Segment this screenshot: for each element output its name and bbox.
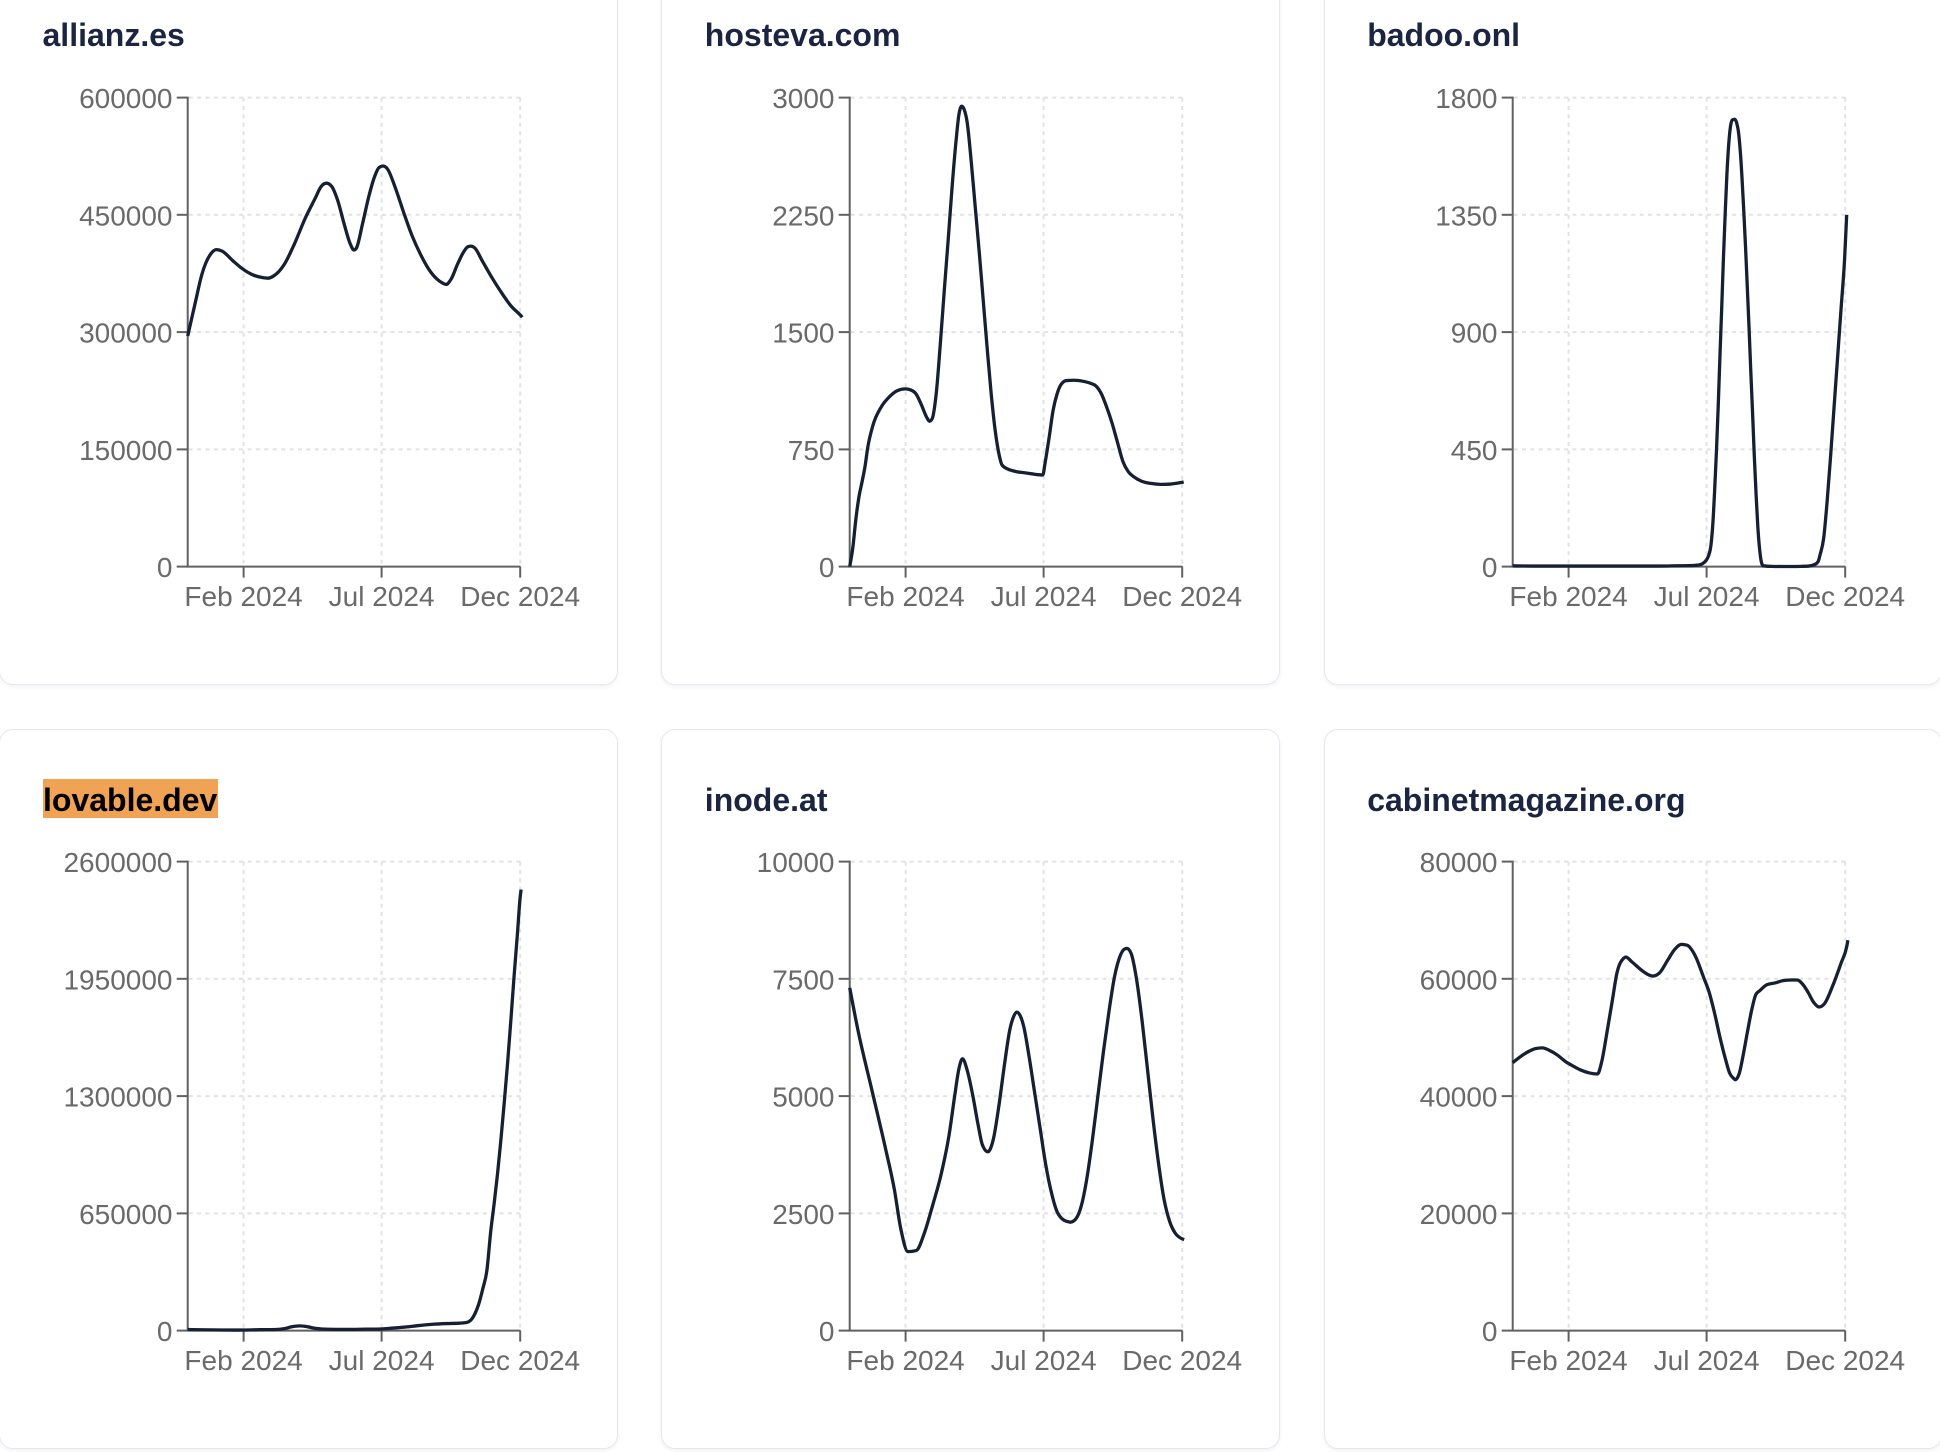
- svg-text:7500: 7500: [773, 965, 835, 996]
- svg-text:650000: 650000: [79, 1199, 172, 1230]
- svg-text:20000: 20000: [1419, 1199, 1497, 1230]
- svg-text:Jul 2024: Jul 2024: [991, 1345, 1097, 1376]
- svg-text:0: 0: [819, 553, 835, 584]
- svg-text:Jul 2024: Jul 2024: [991, 581, 1097, 612]
- svg-text:1300000: 1300000: [63, 1082, 172, 1113]
- svg-text:600000: 600000: [79, 84, 172, 115]
- svg-text:900: 900: [1450, 318, 1497, 349]
- svg-text:150000: 150000: [79, 435, 172, 466]
- svg-text:0: 0: [157, 553, 173, 584]
- svg-text:1800: 1800: [1435, 84, 1497, 115]
- svg-text:300000: 300000: [79, 318, 172, 349]
- svg-text:2500: 2500: [773, 1199, 835, 1230]
- svg-text:Feb 2024: Feb 2024: [1509, 1345, 1627, 1376]
- svg-text:Dec 2024: Dec 2024: [460, 581, 580, 612]
- svg-text:Jul 2024: Jul 2024: [329, 581, 435, 612]
- svg-text:Jul 2024: Jul 2024: [1653, 581, 1759, 612]
- svg-text:2600000: 2600000: [63, 847, 172, 878]
- svg-text:Dec 2024: Dec 2024: [1785, 1345, 1905, 1376]
- svg-text:Dec 2024: Dec 2024: [1123, 581, 1243, 612]
- svg-text:0: 0: [157, 1316, 173, 1347]
- svg-text:5000: 5000: [773, 1082, 835, 1113]
- svg-text:1950000: 1950000: [63, 965, 172, 996]
- svg-text:Dec 2024: Dec 2024: [1785, 581, 1905, 612]
- svg-text:Jul 2024: Jul 2024: [329, 1345, 435, 1376]
- svg-text:40000: 40000: [1419, 1082, 1497, 1113]
- svg-text:3000: 3000: [773, 84, 835, 115]
- svg-text:Feb 2024: Feb 2024: [184, 581, 302, 612]
- svg-text:Dec 2024: Dec 2024: [460, 1345, 580, 1376]
- svg-text:1500: 1500: [773, 318, 835, 349]
- svg-text:450: 450: [1450, 435, 1497, 466]
- svg-text:Dec 2024: Dec 2024: [1123, 1345, 1243, 1376]
- svg-text:80000: 80000: [1419, 847, 1497, 878]
- svg-text:Feb 2024: Feb 2024: [847, 1345, 965, 1376]
- svg-text:Feb 2024: Feb 2024: [847, 581, 965, 612]
- svg-text:0: 0: [819, 1316, 835, 1347]
- svg-text:1350: 1350: [1435, 201, 1497, 232]
- svg-text:60000: 60000: [1419, 965, 1497, 996]
- svg-text:Feb 2024: Feb 2024: [184, 1345, 302, 1376]
- svg-text:10000: 10000: [757, 847, 835, 878]
- svg-text:Feb 2024: Feb 2024: [1509, 581, 1627, 612]
- svg-text:750: 750: [788, 435, 835, 466]
- svg-text:0: 0: [1482, 1316, 1498, 1347]
- svg-text:0: 0: [1482, 553, 1498, 584]
- svg-text:2250: 2250: [773, 201, 835, 232]
- svg-text:450000: 450000: [79, 201, 172, 232]
- svg-text:Jul 2024: Jul 2024: [1653, 1345, 1759, 1376]
